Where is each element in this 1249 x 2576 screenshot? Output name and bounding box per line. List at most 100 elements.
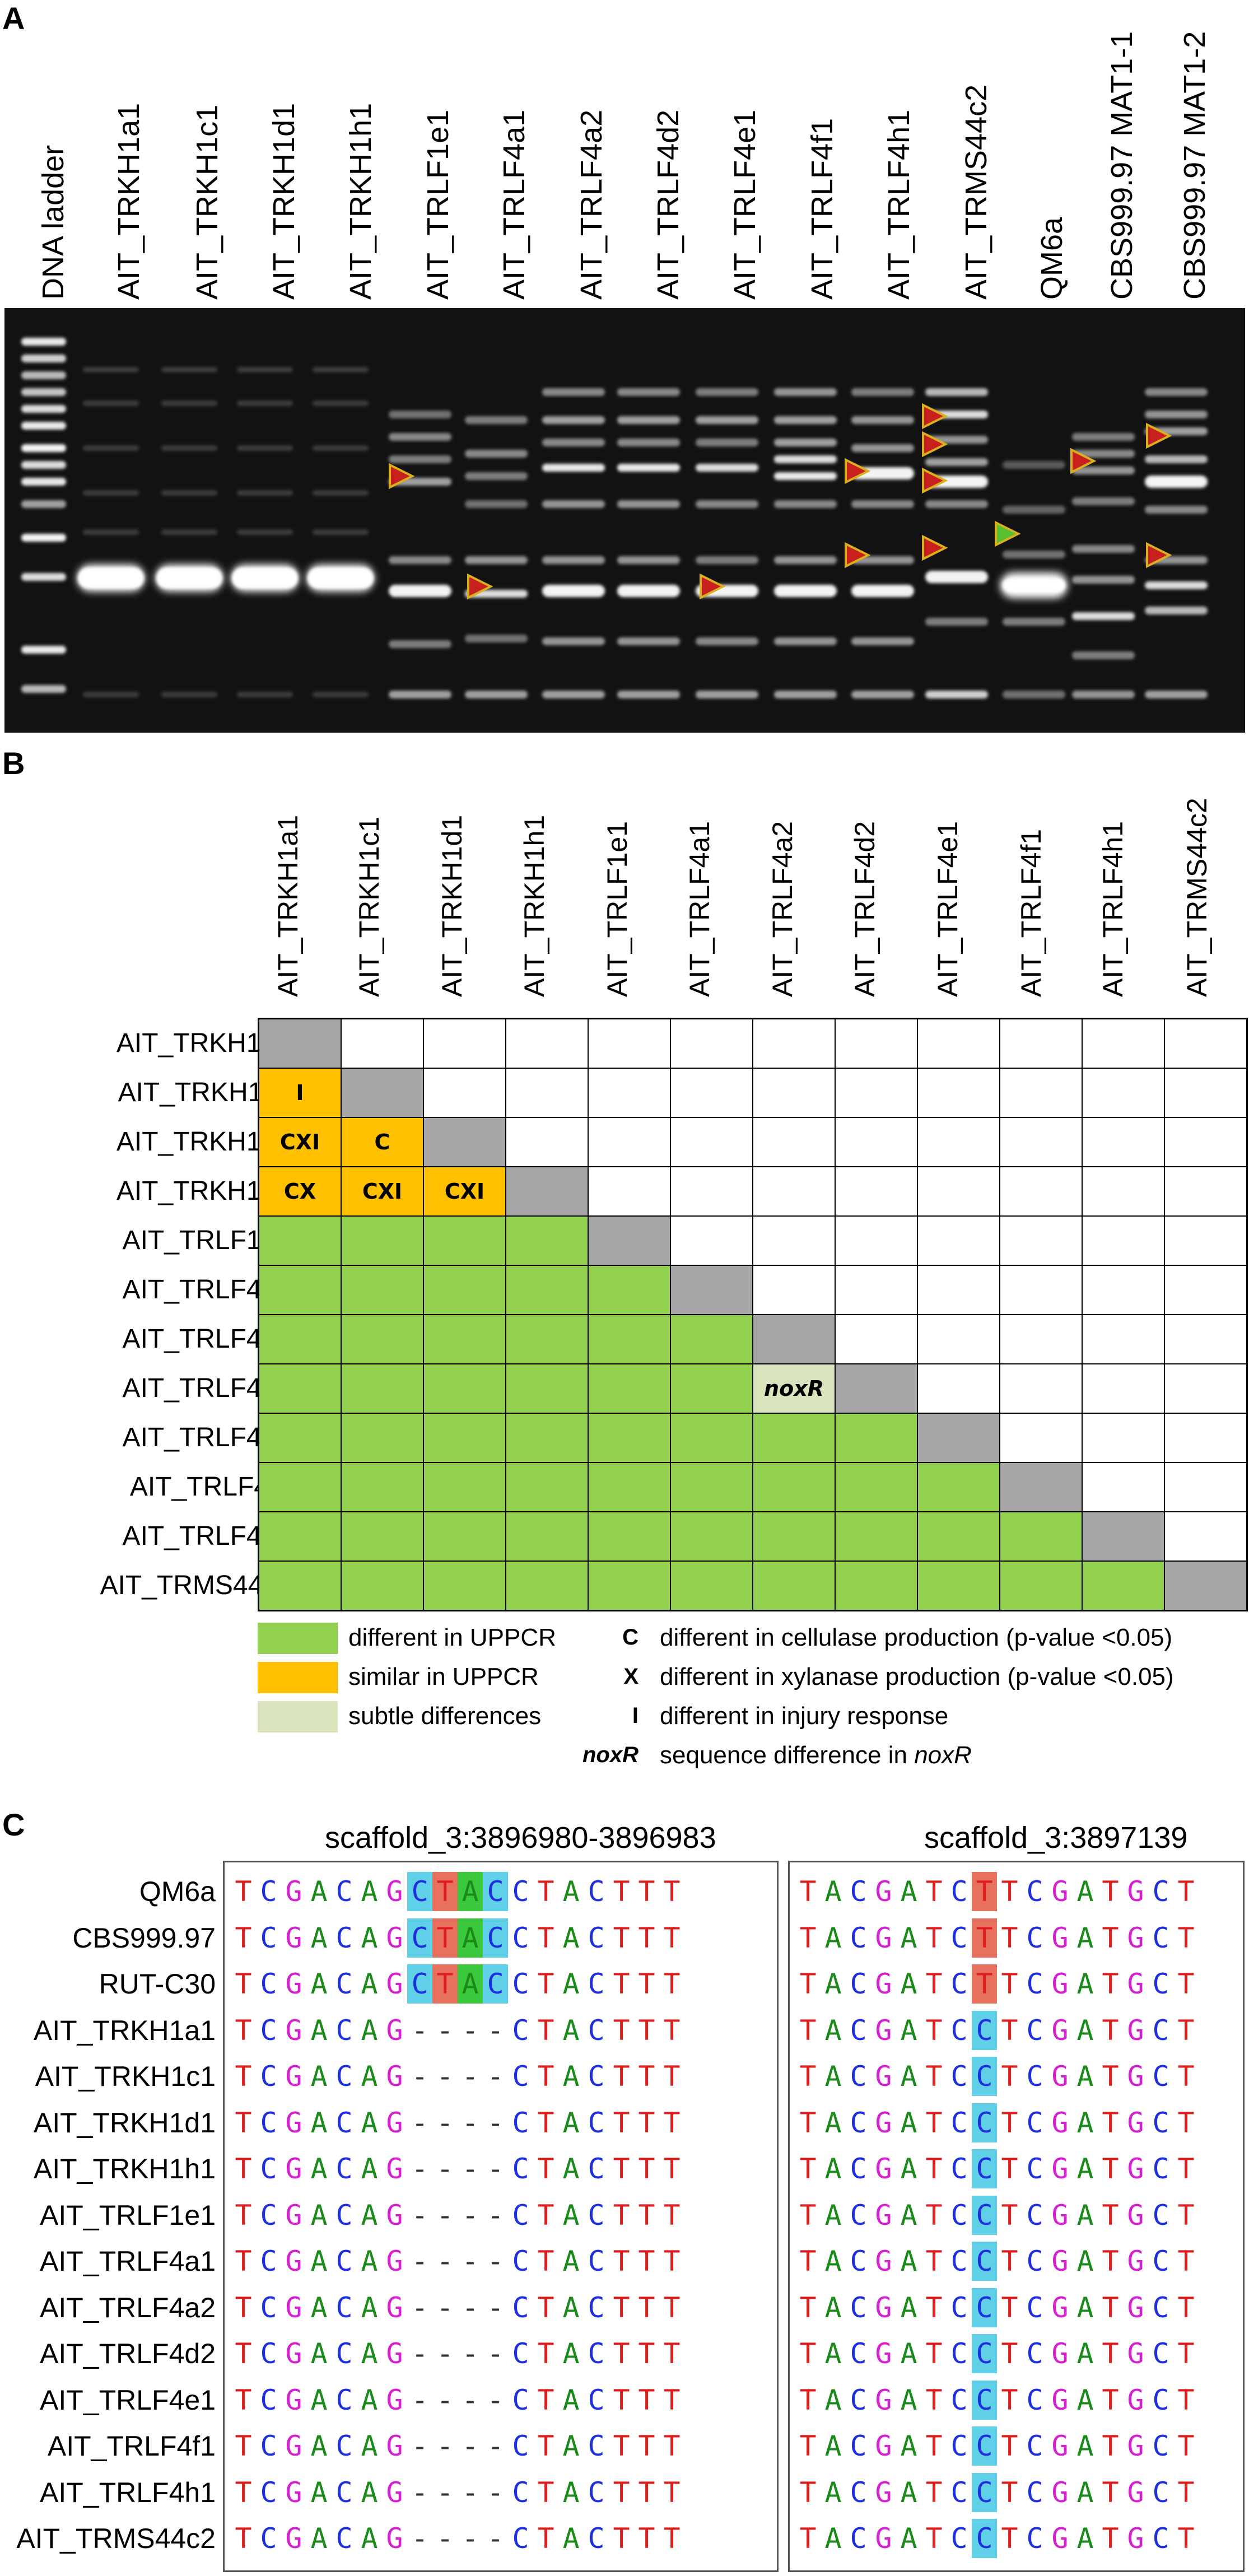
nucleotide: - <box>462 2476 479 2509</box>
gel-band <box>21 646 66 654</box>
nucleotide: T <box>638 2060 655 2093</box>
gel-band <box>465 450 528 458</box>
matrix-cell-green <box>917 1561 1000 1610</box>
matrix-cell-empty <box>506 1117 588 1167</box>
nucleotide: T <box>235 2153 252 2185</box>
lane-label: AIT_TRKH1h1 <box>344 103 378 300</box>
nucleotide: G <box>285 2291 302 2324</box>
nucleotide: A <box>900 2060 917 2093</box>
nucleotide: - <box>411 2476 428 2509</box>
gel-band <box>313 367 369 372</box>
gel-band <box>237 529 293 535</box>
matrix-cell-empty <box>835 1167 917 1216</box>
gel-band <box>1072 467 1135 474</box>
nucleotide: G <box>1127 2245 1144 2277</box>
matrix-cell-empty <box>588 1019 670 1068</box>
matrix-cell-green <box>259 1561 341 1610</box>
gel-band <box>389 585 451 597</box>
nucleotide: C <box>972 2011 997 2050</box>
nucleotide: T <box>235 2291 252 2324</box>
nucleotide: A <box>310 2522 328 2555</box>
nucleotide: C <box>1026 2430 1043 2462</box>
gel-band <box>1145 455 1208 463</box>
nucleotide: T <box>537 2014 554 2047</box>
nucleotide: C <box>1026 2199 1043 2232</box>
gel-band <box>237 400 293 406</box>
nucleotide: C <box>972 2149 997 2188</box>
nucleotide: C <box>850 1875 867 1908</box>
nucleotide: A <box>562 2199 580 2232</box>
legend-label-green: different in UPPCR <box>348 1624 556 1651</box>
matrix-cell-empty <box>1082 1019 1164 1068</box>
matrix-cell-empty <box>753 1167 835 1216</box>
gel-band <box>83 400 139 406</box>
nucleotide: G <box>1127 2060 1144 2093</box>
gel-band <box>83 692 139 697</box>
nucleotide: C <box>588 2337 605 2370</box>
nucleotide: C <box>335 1875 353 1908</box>
lane-label: AIT_TRKH1c1 <box>190 104 224 300</box>
nucleotide: C <box>950 1875 968 1908</box>
matrix-cell-empty <box>1000 1117 1082 1167</box>
matrix-cell-empty <box>506 1019 588 1068</box>
nucleotide: G <box>386 2522 403 2555</box>
nucleotide: - <box>487 2384 504 2416</box>
gel-band <box>851 691 914 698</box>
matrix-cell-empty <box>341 1019 423 1068</box>
nucleotide: A <box>310 2384 328 2416</box>
nucleotide: A <box>562 2291 580 2324</box>
nucleotide: C <box>972 2381 997 2420</box>
nucleotide: T <box>638 2476 655 2509</box>
gel-band <box>542 637 605 645</box>
matrix-cell-green <box>423 1462 506 1512</box>
alignment-row-label: AIT_TRKH1c1 <box>35 2061 216 2092</box>
gel-band <box>465 472 528 480</box>
gel-band <box>83 490 139 496</box>
nucleotide: G <box>285 2060 302 2093</box>
matrix-cell-green <box>341 1462 423 1512</box>
gel-band <box>83 445 139 451</box>
legend-label-orange: similar in UPPCR <box>348 1663 539 1690</box>
nucleotide: C <box>588 2384 605 2416</box>
alignment-row-label: AIT_TRLF4f1 <box>47 2430 216 2462</box>
nucleotide: - <box>487 2476 504 2509</box>
matrix-cell-green <box>423 1561 506 1610</box>
matrix-cell-empty <box>753 1117 835 1167</box>
nucleotide: T <box>663 2430 681 2462</box>
gel-band <box>237 367 293 372</box>
nucleotide: T <box>1177 2107 1195 2139</box>
gel-band <box>389 411 451 418</box>
alignment-row-label: AIT_TRLF4e1 <box>39 2384 216 2416</box>
nucleotide: - <box>487 2430 504 2462</box>
nucleotide: G <box>1051 2476 1069 2509</box>
matrix-cell-green <box>423 1512 506 1561</box>
nucleotide: G <box>285 2476 302 2509</box>
nucleotide: A <box>824 2291 842 2324</box>
matrix-cell-green <box>917 1512 1000 1561</box>
nucleotide: C <box>972 2288 997 2327</box>
band-marker-arrow <box>467 573 493 600</box>
gel-band <box>1003 618 1065 626</box>
nucleotide: T <box>925 2107 943 2139</box>
gel-band <box>851 585 914 597</box>
nucleotide: - <box>462 2060 479 2093</box>
nucleotide: G <box>1127 2199 1144 2232</box>
gel-image <box>4 308 1245 733</box>
nucleotide: C <box>512 2107 529 2139</box>
nucleotide: T <box>613 2245 630 2277</box>
matrix-cell-diagonal <box>753 1315 835 1364</box>
nucleotide: C <box>260 2522 277 2555</box>
nucleotide: C <box>335 2199 353 2232</box>
matrix-column-label: AIT_TRMS44c2 <box>1181 798 1213 997</box>
matrix-cell-empty <box>1000 1167 1082 1216</box>
gel-band <box>161 445 217 451</box>
nucleotide: C <box>260 1875 277 1908</box>
nucleotide: T <box>663 2291 681 2324</box>
matrix-cell-empty <box>835 1117 917 1167</box>
gel-band <box>161 692 217 697</box>
gel-band <box>161 400 217 406</box>
nucleotide: C <box>588 2291 605 2324</box>
nucleotide: T <box>613 2107 630 2139</box>
nucleotide: C <box>335 2430 353 2462</box>
nucleotide: C <box>588 2107 605 2139</box>
